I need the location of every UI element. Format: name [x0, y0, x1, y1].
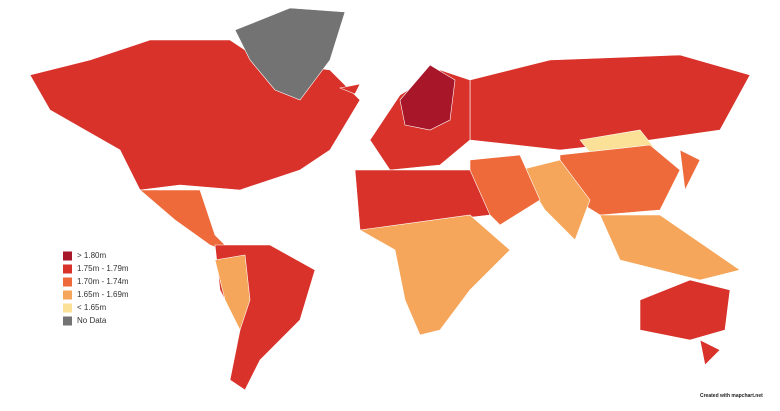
country [354, 169, 491, 231]
country [399, 64, 456, 131]
legend-label: < 1.65m [77, 303, 106, 312]
legend-label: 1.75m - 1.79m [77, 264, 129, 273]
legend-swatch [63, 264, 72, 274]
credit: Created with mapchart.net [700, 393, 763, 399]
country [519, 159, 591, 241]
legend-swatch [63, 290, 72, 300]
country [338, 83, 361, 95]
legend-label: No Data [77, 316, 107, 325]
legend-swatch [63, 316, 72, 326]
country [699, 339, 721, 366]
country [234, 7, 346, 101]
legend-label: 1.65m - 1.69m [77, 290, 129, 299]
country [469, 54, 751, 151]
legend-swatch [63, 251, 72, 261]
country [639, 279, 731, 341]
legend: > 1.80m 1.75m - 1.79m 1.70m - 1.74m 1.65m -… [63, 251, 129, 326]
country [214, 254, 251, 331]
legend-swatch [63, 277, 72, 287]
countries [29, 7, 751, 391]
legend-label: 1.70m - 1.74m [77, 277, 129, 286]
legend-swatch [63, 303, 72, 313]
country [679, 149, 701, 192]
legend-label: > 1.80m [77, 251, 106, 260]
country [359, 214, 511, 336]
country [599, 214, 741, 281]
